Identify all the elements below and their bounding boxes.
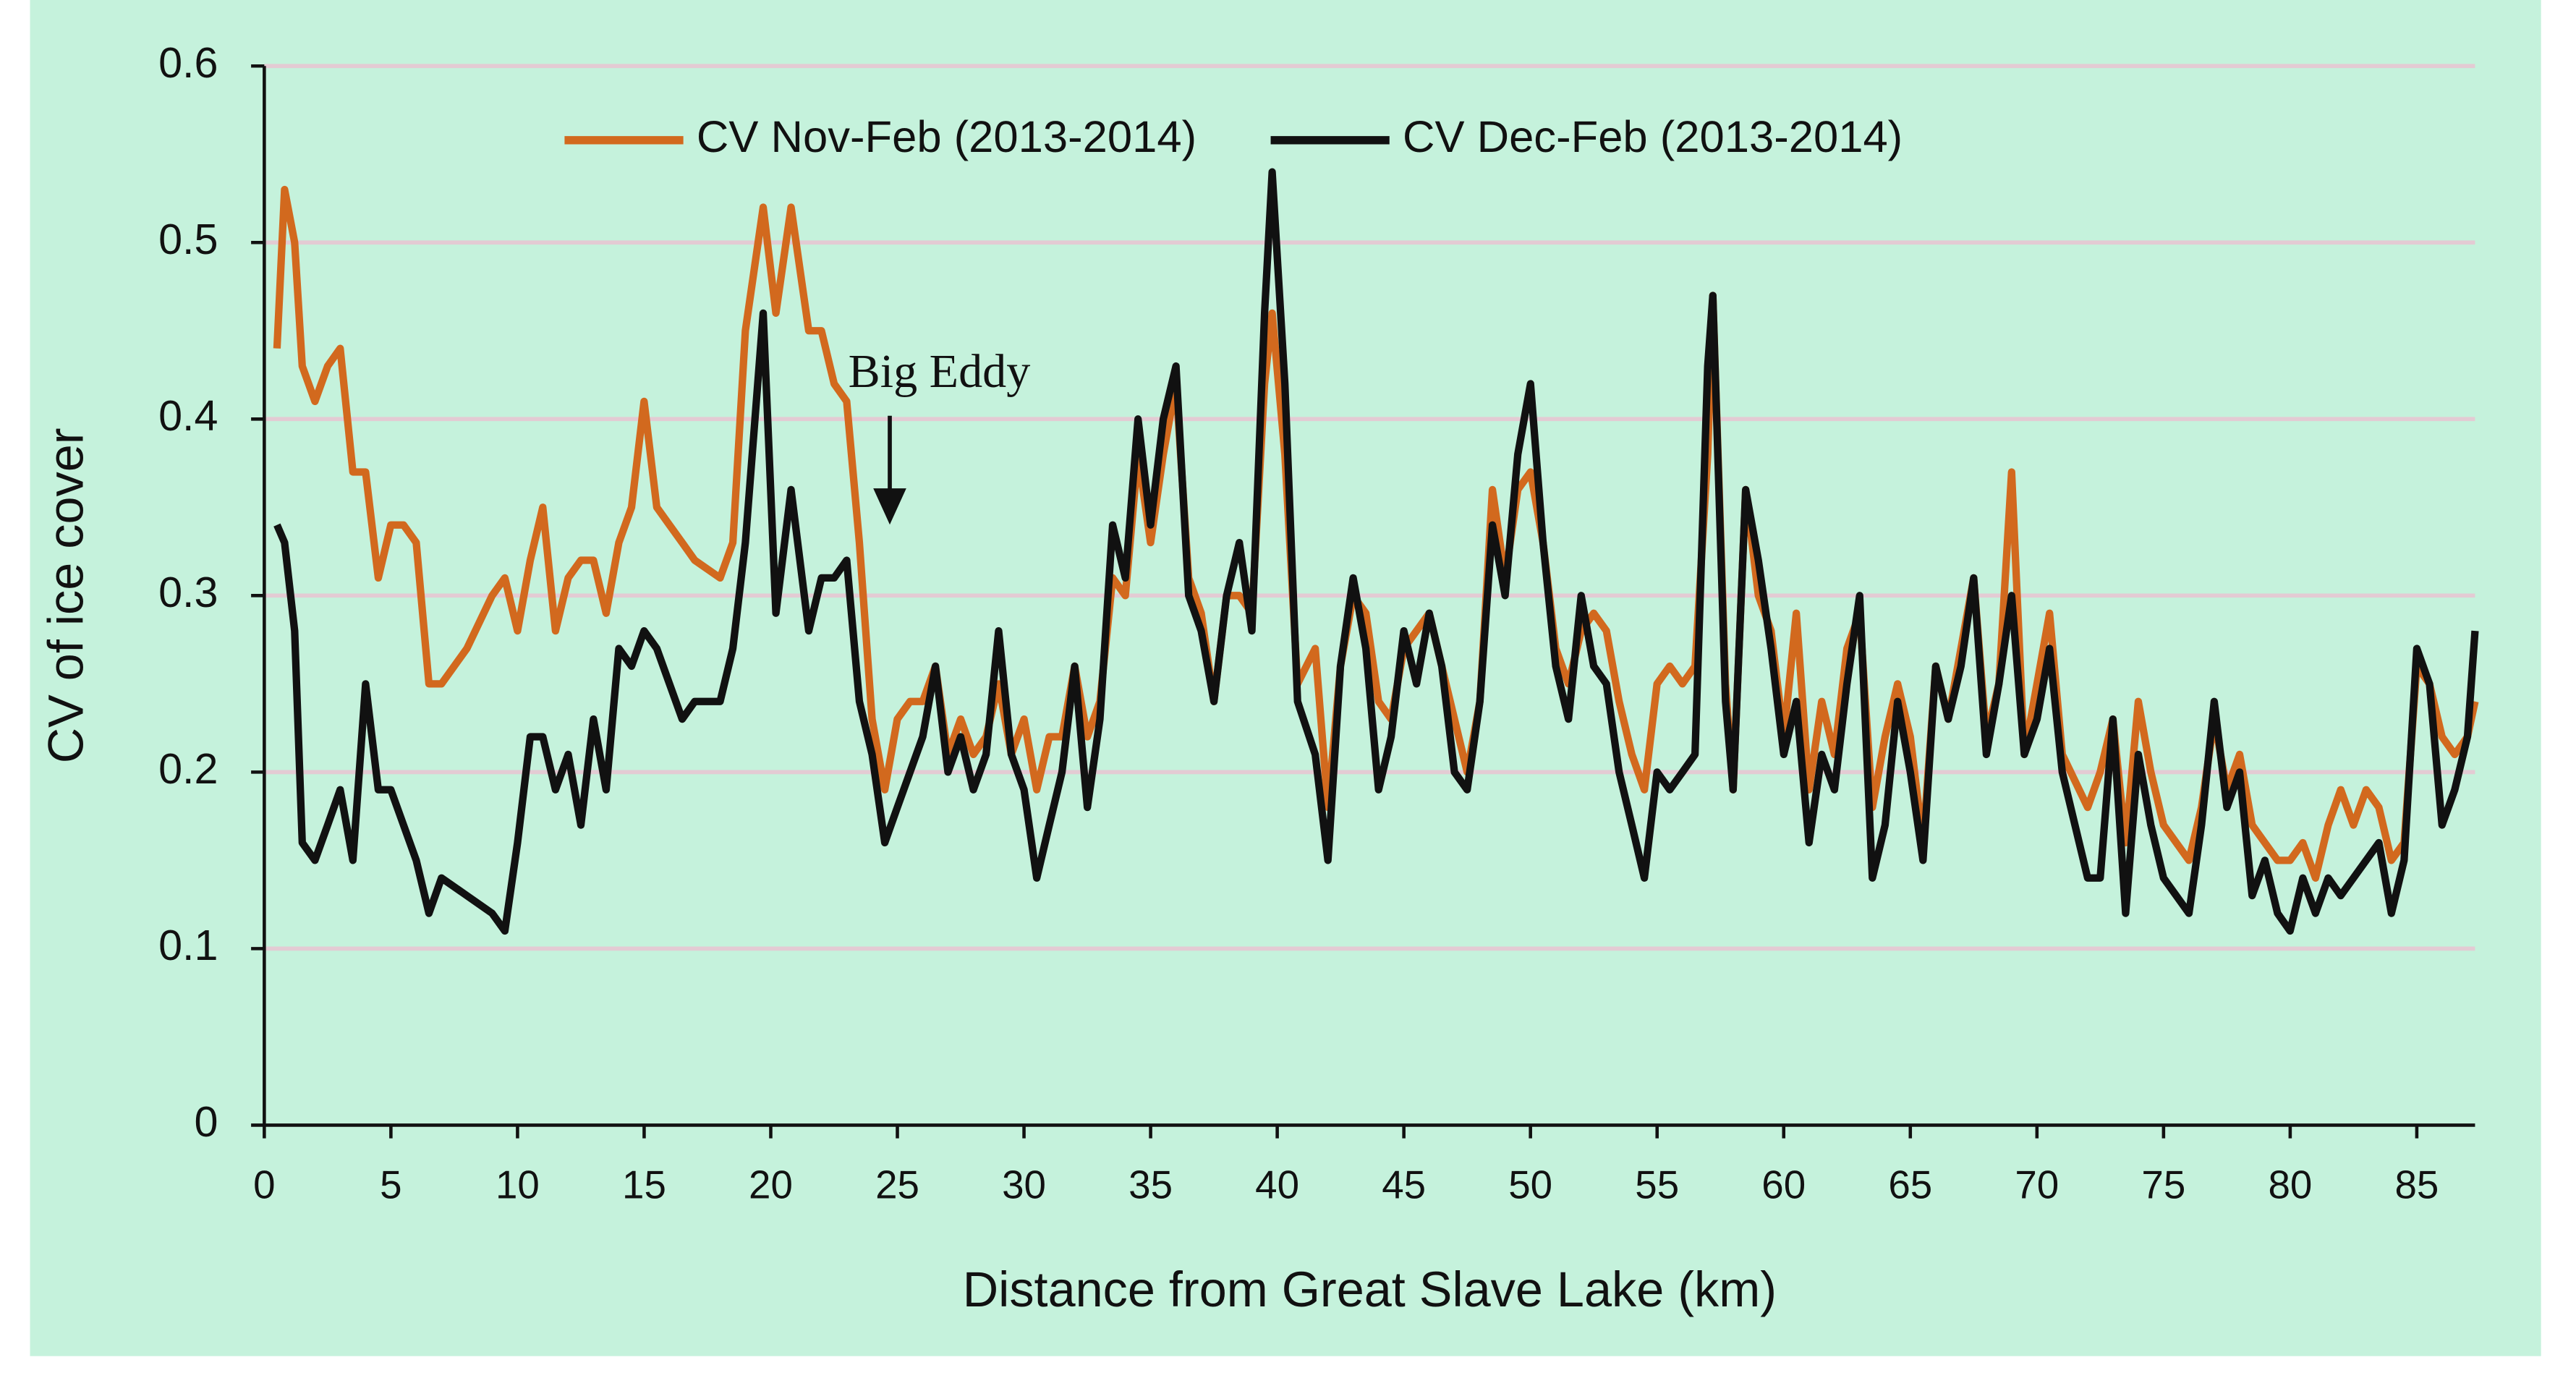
data-line (273, 168, 2479, 935)
x-tick-label: 45 (1382, 1162, 1426, 1207)
x-tick-label: 50 (1508, 1162, 1552, 1207)
x-tick-label: 80 (2268, 1162, 2312, 1207)
y-tick-label: 0.6 (158, 38, 218, 87)
background (30, 0, 2541, 1356)
annotation-arrowhead (873, 488, 906, 525)
x-tick-label: 20 (749, 1162, 793, 1207)
y-axis-label: CV of ice cover (38, 428, 93, 763)
x-tick-label: 15 (622, 1162, 666, 1207)
x-tick-label: 10 (496, 1162, 540, 1207)
x-tick-label: 30 (1002, 1162, 1046, 1207)
y-tick-label: 0.3 (158, 568, 218, 616)
legend-label: CV Dec-Feb (2013-2014) (1403, 112, 1903, 162)
x-tick-label: 35 (1128, 1162, 1173, 1207)
y-tick-label: 0.4 (158, 391, 218, 440)
x-axis-label: Distance from Great Slave Lake (km) (963, 1262, 1777, 1317)
y-tick-label: 0.2 (158, 744, 218, 793)
x-tick-label: 60 (1761, 1162, 1806, 1207)
x-tick-label: 25 (875, 1162, 919, 1207)
x-tick-label: 0 (253, 1162, 275, 1207)
y-tick-label: 0.1 (158, 921, 218, 969)
y-tick-label: 0.5 (158, 215, 218, 263)
annotation: Big Eddy (849, 345, 1031, 398)
x-tick-label: 55 (1635, 1162, 1679, 1207)
x-tick-label: 5 (380, 1162, 401, 1207)
y-tick-label: 0 (195, 1097, 218, 1146)
x-tick-label: 65 (1888, 1162, 1932, 1207)
legend-label: CV Nov-Feb (2013-2014) (697, 112, 1196, 162)
x-tick-label: 70 (2015, 1162, 2059, 1207)
x-tick-label: 40 (1255, 1162, 1299, 1207)
x-tick-label: 75 (2141, 1162, 2185, 1207)
x-tick-label: 85 (2394, 1162, 2439, 1207)
